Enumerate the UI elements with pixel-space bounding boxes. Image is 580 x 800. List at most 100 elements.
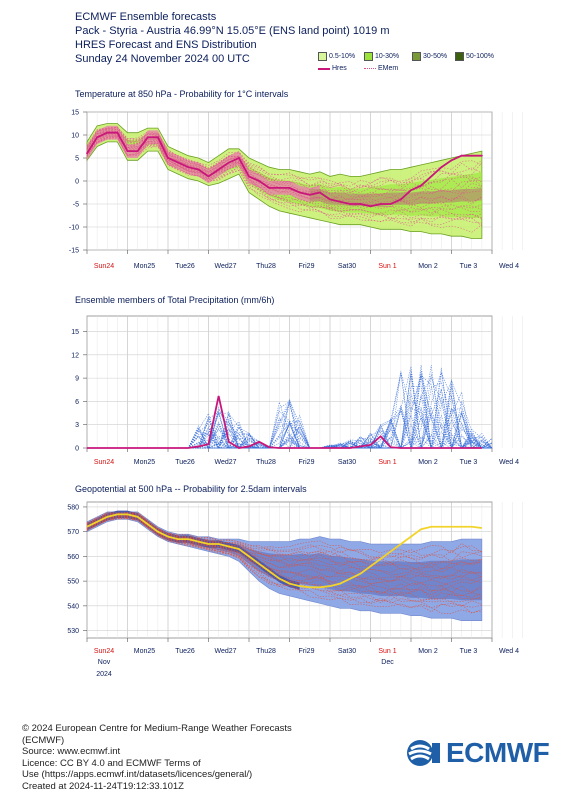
x-tick-label: Tue26 bbox=[175, 648, 195, 655]
legend-item-3: 30-50% bbox=[412, 52, 447, 61]
x-tick-label: Tue 3 bbox=[460, 459, 478, 466]
z500-member-line bbox=[86, 515, 482, 587]
hres-point bbox=[217, 168, 220, 171]
ens-member-line bbox=[86, 128, 482, 194]
legend-swatch-4 bbox=[455, 52, 464, 61]
legend: 0.5-10% 10-30% 30-50% 50-100% Hres EMem bbox=[318, 52, 518, 82]
x-tick-label: Tue26 bbox=[175, 459, 195, 466]
hres-point bbox=[237, 157, 240, 159]
precip-chart: 15 12 9 6 3 0 Sun24 Mon25 Tue26 Wed27 Thu28 Fri29 Sa… bbox=[71, 315, 523, 466]
z500-member-line bbox=[86, 515, 483, 594]
legend-item-1: 0.5-10% bbox=[318, 52, 355, 61]
y-tick-label: 0 bbox=[75, 179, 79, 186]
header-date: Sunday 24 November 2024 00 UTC bbox=[75, 53, 250, 65]
x-tick-label: Wed27 bbox=[214, 459, 236, 466]
y-tick-label: -15 bbox=[69, 248, 79, 255]
z500-member-line bbox=[86, 513, 482, 570]
x-tick-label: Sun 1 bbox=[378, 648, 396, 655]
hres-point bbox=[308, 193, 311, 196]
z500-member-line bbox=[86, 512, 482, 554]
header-location: Pack - Styria - Austria 46.99°N 15.05°E … bbox=[75, 25, 390, 37]
x-tick-label: Mon 2 bbox=[418, 648, 438, 655]
ens-member-line bbox=[86, 136, 482, 224]
hres-point bbox=[177, 161, 180, 164]
x-tick-label: Tue26 bbox=[175, 263, 195, 270]
x-tick-label: Sat30 bbox=[338, 263, 356, 270]
x-tick-label: Wed27 bbox=[214, 263, 236, 270]
hres-point bbox=[86, 152, 88, 155]
x-tick-label: Sun 1 bbox=[378, 263, 396, 270]
z500-member-line bbox=[86, 512, 483, 558]
y-tick-label: 15 bbox=[71, 329, 79, 336]
legend-swatch-3 bbox=[412, 52, 421, 61]
x-tick-label: Thu28 bbox=[256, 648, 276, 655]
z500-member-line bbox=[86, 515, 482, 586]
footer: © 2024 European Centre for Medium-Range … bbox=[22, 723, 322, 792]
x-tick-label: Tue 3 bbox=[460, 263, 478, 270]
ens-member-line bbox=[86, 133, 483, 207]
hres-point bbox=[298, 191, 301, 194]
y-tick-label: 5 bbox=[75, 156, 79, 163]
y-tick-label: 580 bbox=[67, 504, 79, 511]
footer-licence: Licence: CC BY 4.0 and ECMWF Terms of bbox=[22, 757, 201, 769]
y-tick-label: 3 bbox=[75, 422, 79, 429]
footer-created: Created at 2024-11-24T19:12:33.101Z bbox=[22, 780, 184, 792]
x-tick-label: Fri29 bbox=[299, 263, 315, 270]
y-tick-label: 6 bbox=[75, 399, 79, 406]
x-tick-label: Mon25 bbox=[134, 263, 156, 270]
ens-member-line bbox=[86, 131, 482, 198]
x-tick-label: Fri29 bbox=[299, 459, 315, 466]
z500-member-line bbox=[86, 513, 482, 565]
footer-copyright: © 2024 European Centre for Medium-Range … bbox=[22, 723, 292, 734]
legend-swatch-2 bbox=[364, 52, 373, 61]
y-tick-label: -5 bbox=[73, 202, 79, 209]
hres-point bbox=[339, 200, 342, 203]
hres-point bbox=[399, 198, 402, 201]
hres-point bbox=[126, 150, 129, 152]
z500-member-line bbox=[86, 518, 482, 609]
hres-point bbox=[106, 131, 109, 134]
hres-point bbox=[156, 136, 159, 139]
hres-point bbox=[207, 175, 210, 178]
hres-point bbox=[268, 187, 271, 189]
x-tick-label: Sun24 bbox=[94, 648, 114, 655]
x-tick-label: Sun24 bbox=[94, 459, 114, 466]
hres-point bbox=[410, 189, 412, 192]
z500-band-core bbox=[87, 510, 300, 590]
hres-point bbox=[389, 203, 392, 205]
x-tick-label: Sun 1 bbox=[378, 459, 396, 466]
hres-point bbox=[359, 203, 362, 205]
x-tick-label: Wed 4 bbox=[499, 263, 519, 270]
x-tick-label: Thu28 bbox=[256, 263, 276, 270]
x-tick-label: Thu28 bbox=[256, 459, 276, 466]
x-tick-label: Mon25 bbox=[134, 459, 156, 466]
z500-chart: 580 570 560 550 540 530 Sun24 Mon25 Tue26 Wed27 Th… bbox=[67, 501, 523, 678]
ecmwf-logo-text: ECMWF bbox=[446, 737, 550, 768]
hres-point bbox=[430, 175, 433, 178]
legend-swatch-1 bbox=[318, 52, 327, 61]
ens-core-dense bbox=[309, 187, 482, 207]
y-tick-label: 550 bbox=[67, 579, 79, 586]
precip-hres-line bbox=[87, 395, 482, 449]
hres-point bbox=[470, 154, 473, 157]
x-tick-label: Wed 4 bbox=[499, 459, 519, 466]
hres-point bbox=[227, 161, 230, 164]
hres-point bbox=[197, 168, 200, 171]
hres-point bbox=[460, 154, 463, 157]
x-tick-label: Mon25 bbox=[134, 648, 156, 655]
x-tick-label: Wed27 bbox=[214, 648, 236, 655]
hres-point bbox=[420, 184, 423, 187]
hres-point bbox=[116, 131, 119, 134]
z500-member-line bbox=[86, 516, 482, 601]
z500-hres-line bbox=[86, 513, 482, 589]
ens-member-line bbox=[86, 138, 483, 233]
y-tick-label: 0 bbox=[75, 446, 79, 453]
hres-point bbox=[379, 203, 382, 205]
ecmwf-logo: ECMWF bbox=[406, 737, 550, 769]
z500-member-line bbox=[86, 518, 482, 614]
z500-member-line bbox=[86, 515, 483, 579]
x-tick-label: Wed 4 bbox=[499, 648, 519, 655]
header-title: ECMWF Ensemble forecasts bbox=[75, 11, 217, 23]
ens-member-line bbox=[86, 127, 483, 190]
z500-member-line bbox=[86, 514, 482, 577]
